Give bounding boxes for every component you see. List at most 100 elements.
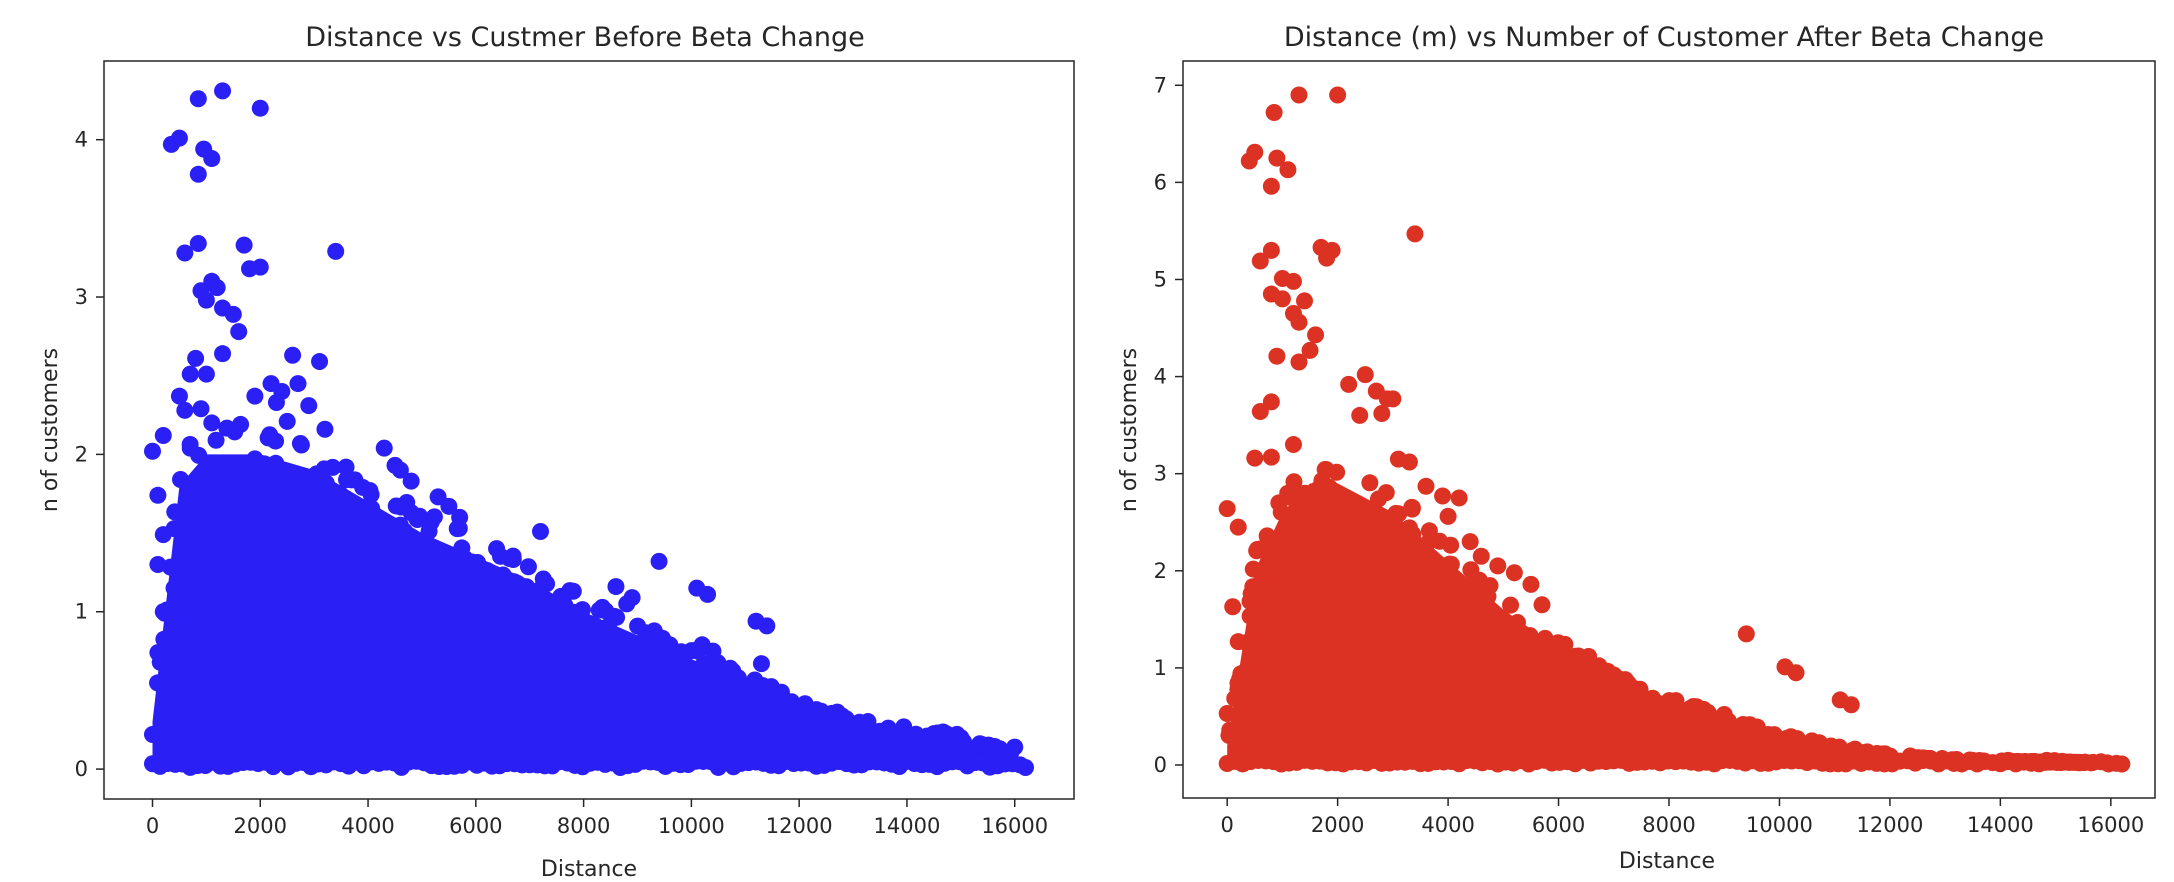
data-point xyxy=(1442,536,1460,554)
data-point xyxy=(155,630,173,648)
data-point xyxy=(1262,241,1280,259)
data-point xyxy=(1715,705,1733,723)
data-point xyxy=(149,644,167,662)
data-point xyxy=(166,503,184,521)
data-point xyxy=(1290,86,1308,104)
x-tick-label: 8000 xyxy=(1642,813,1695,837)
data-point xyxy=(650,552,668,570)
chart-right-title: Distance (m) vs Number of Customer After… xyxy=(1284,22,2044,53)
data-point xyxy=(1472,547,1490,565)
data-point xyxy=(246,387,264,405)
data-point xyxy=(337,458,355,476)
data-point xyxy=(647,625,665,643)
data-point xyxy=(354,478,372,496)
data-point xyxy=(1244,560,1262,578)
y-tick-label: 2 xyxy=(1154,559,1167,583)
data-point xyxy=(1229,518,1247,536)
x-tick-label: 14000 xyxy=(1967,813,2034,837)
data-point xyxy=(1566,647,1584,665)
data-point xyxy=(232,415,250,433)
data-point xyxy=(1522,575,1540,593)
y-tick-label: 0 xyxy=(75,757,88,781)
data-point xyxy=(661,636,679,654)
data-point xyxy=(1610,670,1628,688)
data-point xyxy=(224,305,242,323)
y-tick-label: 3 xyxy=(1154,462,1167,486)
data-point xyxy=(300,397,318,415)
data-point xyxy=(852,715,870,733)
data-point xyxy=(440,497,458,515)
data-point xyxy=(1544,645,1562,663)
data-point xyxy=(604,637,622,655)
data-point xyxy=(375,439,393,457)
data-point xyxy=(1314,510,1332,528)
data-point xyxy=(928,728,946,746)
data-point xyxy=(1251,252,1269,270)
data-point xyxy=(274,492,292,510)
x-tick-label: 8000 xyxy=(557,814,610,838)
data-point xyxy=(214,82,232,100)
data-point xyxy=(395,522,413,540)
data-point xyxy=(763,688,781,706)
data-point xyxy=(1246,449,1264,467)
data-point xyxy=(1483,609,1501,627)
x-tick-label: 4000 xyxy=(1421,813,1474,837)
data-point xyxy=(189,90,207,108)
data-point xyxy=(752,655,770,673)
data-point xyxy=(197,365,215,383)
data-point xyxy=(1006,738,1024,756)
data-point xyxy=(192,400,210,418)
data-point xyxy=(203,414,221,432)
data-point xyxy=(1320,478,1338,496)
data-point xyxy=(144,442,161,460)
data-point xyxy=(267,432,285,450)
data-point xyxy=(1508,614,1526,632)
data-point xyxy=(361,525,379,543)
data-point xyxy=(335,491,353,509)
x-tick-label: 16000 xyxy=(981,814,1048,838)
data-point xyxy=(149,556,167,574)
data-point xyxy=(186,492,204,510)
y-tick-label: 2 xyxy=(75,442,88,466)
data-point xyxy=(1403,500,1421,518)
data-point xyxy=(519,558,537,576)
data-point xyxy=(1400,453,1418,471)
data-point xyxy=(403,549,421,567)
data-point xyxy=(230,323,248,341)
y-tick-label: 3 xyxy=(75,285,88,309)
data-point xyxy=(160,678,178,696)
data-point xyxy=(1644,689,1662,707)
data-point xyxy=(1221,721,1239,739)
data-point xyxy=(441,569,459,587)
data-point xyxy=(214,345,232,363)
data-point xyxy=(1329,86,1347,104)
data-point xyxy=(425,508,443,526)
data-point xyxy=(1502,596,1520,614)
data-point xyxy=(494,566,512,584)
data-point xyxy=(311,353,329,371)
data-point xyxy=(644,651,662,669)
data-point xyxy=(176,244,194,262)
data-point xyxy=(1398,530,1416,548)
data-point xyxy=(1017,759,1034,777)
chart-right-xlabel: Distance xyxy=(1619,849,1715,874)
x-tick-label: 10000 xyxy=(658,814,725,838)
data-point xyxy=(1688,698,1706,716)
data-point xyxy=(1265,103,1283,121)
data-point xyxy=(607,578,625,596)
data-point xyxy=(1489,557,1507,575)
data-point xyxy=(1268,347,1286,365)
chart-right: Distance (m) vs Number of Customer After… xyxy=(1117,22,2156,874)
data-point xyxy=(203,150,221,168)
y-tick-label: 4 xyxy=(75,128,88,152)
data-point xyxy=(288,501,306,519)
data-point xyxy=(1461,533,1479,551)
data-point xyxy=(291,435,309,453)
data-point xyxy=(2113,755,2131,773)
y-tick-label: 0 xyxy=(1154,753,1167,777)
data-point xyxy=(181,439,199,457)
data-point xyxy=(529,584,547,602)
data-point xyxy=(1232,665,1250,683)
data-point xyxy=(149,486,167,504)
data-point xyxy=(1782,728,1800,746)
